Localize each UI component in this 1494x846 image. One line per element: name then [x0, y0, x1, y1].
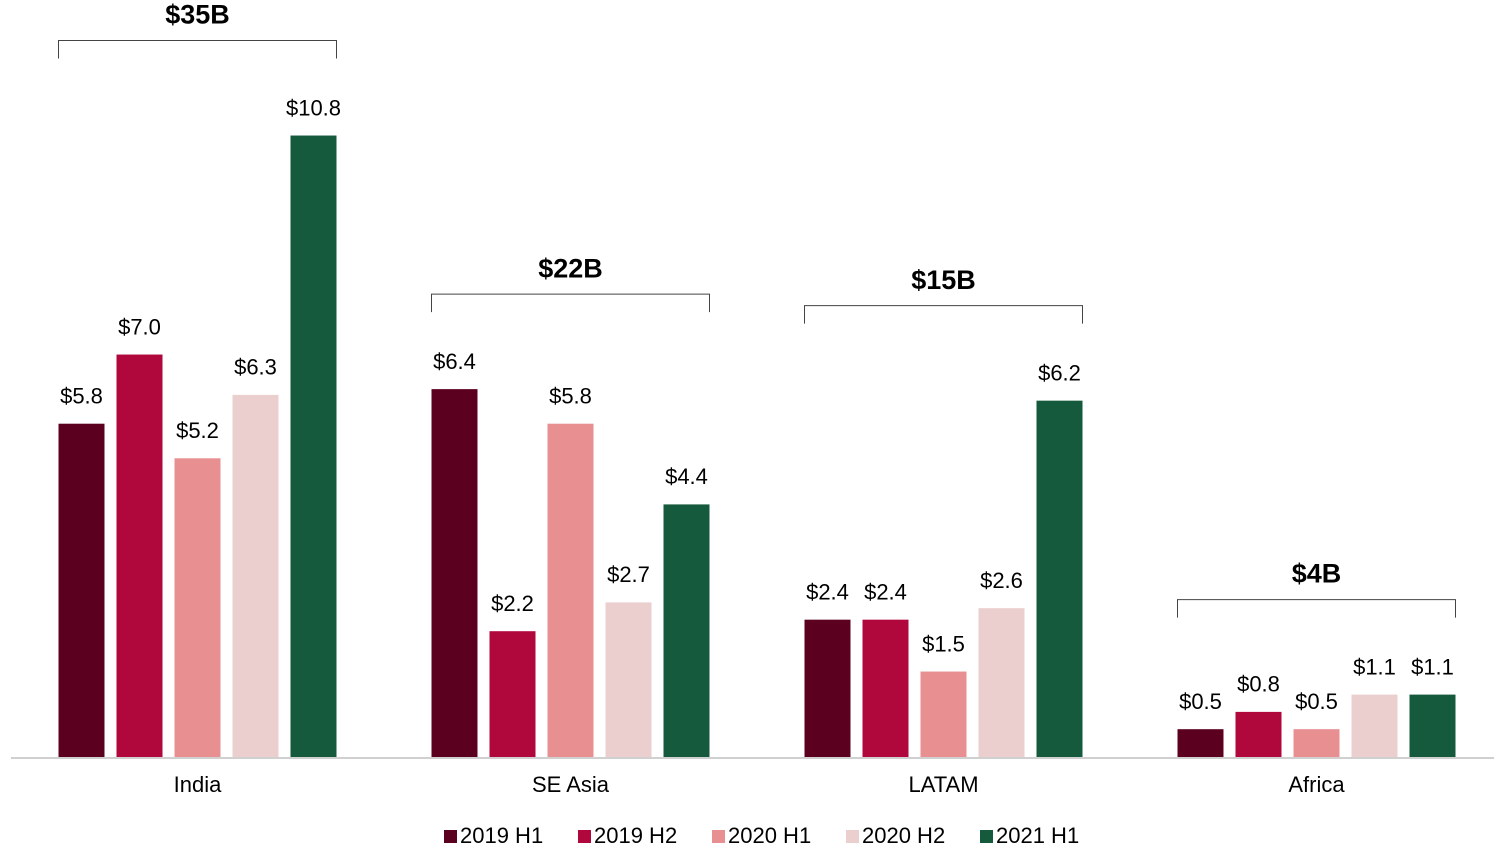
bar: [232, 394, 279, 758]
legend-swatch: [578, 830, 591, 843]
value-label: $6.3: [234, 355, 277, 380]
bracket: [58, 40, 337, 59]
bar: [1235, 711, 1282, 758]
value-label: $6.2: [1038, 360, 1081, 385]
bar: [1177, 729, 1224, 758]
bar: [1293, 729, 1340, 758]
bracket: [431, 293, 710, 313]
bar: [58, 423, 105, 758]
value-label: $2.4: [806, 579, 849, 604]
x-tick-label: India: [174, 772, 222, 797]
bar: [1036, 400, 1083, 758]
group-total: $35B: [165, 0, 230, 30]
x-tick-label: LATAM: [908, 772, 978, 797]
bar: [605, 602, 652, 758]
bar: [978, 608, 1025, 758]
bar: [547, 423, 594, 758]
legend-swatch: [712, 830, 725, 843]
bar: [804, 619, 851, 758]
value-label: $2.2: [491, 591, 534, 616]
legend-swatch: [846, 830, 859, 843]
value-label: $7.0: [118, 314, 161, 339]
bar: [116, 354, 163, 758]
value-label: $10.8: [286, 95, 341, 120]
value-label: $4.4: [665, 464, 708, 489]
value-label: $1.1: [1353, 654, 1396, 679]
value-label: $5.8: [549, 384, 592, 409]
legend-label: 2020 H1: [728, 823, 811, 846]
legend-swatch: [444, 830, 457, 843]
x-tick-label: SE Asia: [532, 772, 610, 797]
value-label: $1.1: [1411, 654, 1454, 679]
value-label: $2.6: [980, 568, 1023, 593]
bar: [431, 389, 478, 758]
value-label: $2.4: [864, 579, 907, 604]
value-label: $6.4: [433, 349, 476, 374]
value-label: $0.5: [1179, 689, 1222, 714]
x-tick-label: Africa: [1288, 772, 1345, 797]
group-total: $22B: [538, 253, 603, 283]
bracket: [804, 305, 1083, 324]
legend-label: 2019 H1: [460, 823, 543, 846]
group-total: $4B: [1292, 559, 1342, 589]
value-label: $5.2: [176, 418, 219, 443]
group-total: $15B: [911, 265, 976, 295]
bar: [1409, 694, 1456, 758]
bar: [1351, 694, 1398, 758]
value-label: $0.5: [1295, 689, 1338, 714]
bar: [489, 631, 536, 758]
value-label: $2.7: [607, 562, 650, 587]
bar: [862, 619, 909, 758]
bar: [290, 135, 337, 758]
value-label: $5.8: [60, 384, 103, 409]
legend-label: 2019 H2: [594, 823, 677, 846]
bar: [920, 671, 967, 758]
value-label: $1.5: [922, 631, 965, 656]
bracket: [1177, 599, 1456, 618]
bar: [663, 504, 710, 758]
value-label: $0.8: [1237, 672, 1280, 697]
bar: [174, 458, 221, 758]
legend-label: 2021 H1: [996, 823, 1079, 846]
legend-swatch: [980, 830, 993, 843]
legend-label: 2020 H2: [862, 823, 945, 846]
